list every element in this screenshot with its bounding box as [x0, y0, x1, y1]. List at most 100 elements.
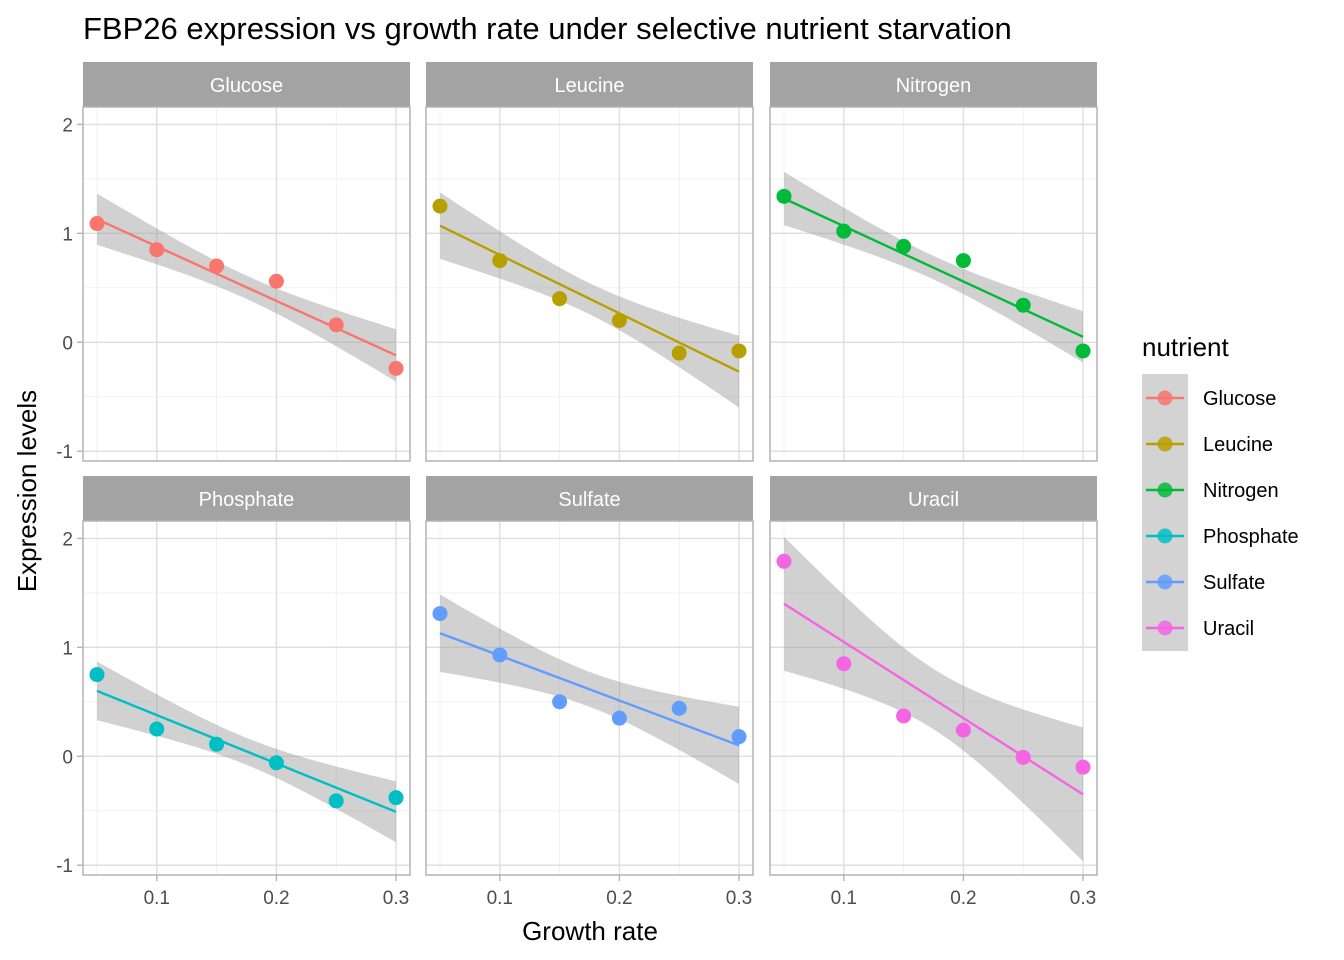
x-tick-label: 0.2: [950, 888, 976, 909]
legend-label: Sulfate: [1203, 572, 1265, 594]
y-tick-label: 2: [62, 529, 73, 550]
data-point: [1075, 343, 1091, 359]
facet-strip: [83, 62, 410, 107]
y-axis-title: Expression levels: [12, 390, 42, 592]
facet-panel-leucine: Leucine: [425, 62, 754, 462]
regression-line: [783, 197, 1084, 338]
x-tick-label: 0.2: [606, 888, 632, 909]
legend-label: Phosphate: [1203, 526, 1299, 548]
regression-line: [439, 224, 740, 373]
data-point: [611, 312, 627, 328]
data-point: [432, 606, 448, 622]
facet-panel-sulfate: Sulfate 0.1 0.2 0.3: [425, 476, 754, 909]
facet-strip: [426, 62, 753, 107]
legend-item-uracil: Uracil: [1146, 618, 1254, 640]
facet-panel-phosphate: Phosphate -1 0 1 2 0.1 0.2 0.3: [56, 476, 411, 909]
legend-point-icon: [1157, 528, 1173, 544]
data-point: [552, 694, 568, 710]
legend-title: nutrient: [1142, 332, 1229, 362]
data-point: [955, 253, 971, 269]
panel-border: [769, 520, 1098, 876]
x-axis-title: Growth rate: [522, 916, 658, 946]
y-tick-label: 1: [62, 638, 73, 659]
panel-border: [82, 520, 411, 876]
legend-point-icon: [1157, 574, 1173, 590]
x-tick-label: 0.3: [1070, 888, 1096, 909]
y-tick-label: 1: [62, 224, 73, 245]
facet-strip-label: Sulfate: [558, 489, 620, 511]
facet-panel-uracil: Uracil 0.1 0.2 0.3: [769, 476, 1098, 909]
panel-border: [769, 106, 1098, 462]
facet-strip-label: Leucine: [554, 75, 624, 97]
data-point: [671, 700, 687, 716]
x-tick-label: 0.3: [383, 888, 409, 909]
legend-item-phosphate: Phosphate: [1146, 526, 1299, 548]
legend-label: Glucose: [1203, 388, 1276, 410]
regression-line: [439, 632, 740, 747]
legend-item-glucose: Glucose: [1146, 388, 1276, 410]
regression-line: [96, 689, 397, 813]
data-point: [268, 273, 284, 289]
panel-border: [425, 520, 754, 876]
data-point: [432, 198, 448, 214]
legend: nutrient Glucose Leucine Nitrogen Phosphate…: [1142, 332, 1299, 651]
y-tick-label: 0: [62, 333, 73, 354]
data-point: [611, 710, 627, 726]
data-point: [149, 721, 165, 737]
panel-border: [425, 106, 754, 462]
data-point: [209, 258, 225, 274]
x-tick-label: 0.1: [487, 888, 513, 909]
facet-strip: [83, 476, 410, 521]
x-tick-label: 0.1: [144, 888, 170, 909]
facet-strip: [426, 476, 753, 521]
legend-label: Uracil: [1203, 618, 1254, 640]
panel-border: [82, 106, 411, 462]
facet-panels: Glucose -1 0 1 2 Leucine Nitrogen Phosphate -1 0 1…: [56, 62, 1098, 909]
legend-point-icon: [1157, 390, 1173, 406]
legend-item-sulfate: Sulfate: [1146, 572, 1265, 594]
data-point: [1075, 759, 1091, 775]
x-tick-label: 0.2: [263, 888, 289, 909]
data-point: [552, 291, 568, 307]
legend-label: Leucine: [1203, 434, 1273, 456]
legend-label: Nitrogen: [1203, 480, 1279, 502]
legend-point-icon: [1157, 620, 1173, 636]
facet-panel-nitrogen: Nitrogen: [769, 62, 1098, 462]
facet-strip-label: Uracil: [908, 489, 959, 511]
data-point: [955, 722, 971, 738]
facet-strip-label: Nitrogen: [896, 75, 972, 97]
confidence-band: [440, 192, 739, 408]
facet-strip-label: Glucose: [210, 75, 283, 97]
legend-point-icon: [1157, 482, 1173, 498]
legend-item-nitrogen: Nitrogen: [1146, 480, 1279, 502]
chart-title: FBP26 expression vs growth rate under se…: [83, 11, 1012, 46]
y-tick-label: -1: [56, 856, 73, 877]
y-tick-label: -1: [56, 442, 73, 463]
x-tick-label: 0.3: [726, 888, 752, 909]
x-tick-label: 0.1: [831, 888, 857, 909]
data-point: [671, 345, 687, 361]
y-tick-label: 2: [62, 115, 73, 136]
data-point: [1015, 297, 1031, 313]
data-point: [896, 708, 912, 724]
data-point: [388, 360, 404, 376]
data-point: [836, 656, 852, 672]
facet-strip: [770, 476, 1097, 521]
legend-item-leucine: Leucine: [1146, 434, 1273, 456]
legend-point-icon: [1157, 436, 1173, 452]
data-point: [731, 729, 747, 745]
data-point: [776, 553, 792, 569]
data-point: [89, 216, 105, 232]
regression-line: [96, 218, 397, 357]
data-point: [89, 667, 105, 683]
data-point: [731, 343, 747, 359]
data-point: [896, 238, 912, 254]
facet-panel-glucose: Glucose -1 0 1 2: [56, 62, 411, 463]
data-point: [328, 793, 344, 809]
regression-line: [783, 602, 1084, 796]
facet-strip: [770, 62, 1097, 107]
facet-strip-label: Phosphate: [199, 489, 295, 511]
y-tick-label: 0: [62, 747, 73, 768]
data-point: [388, 790, 404, 806]
